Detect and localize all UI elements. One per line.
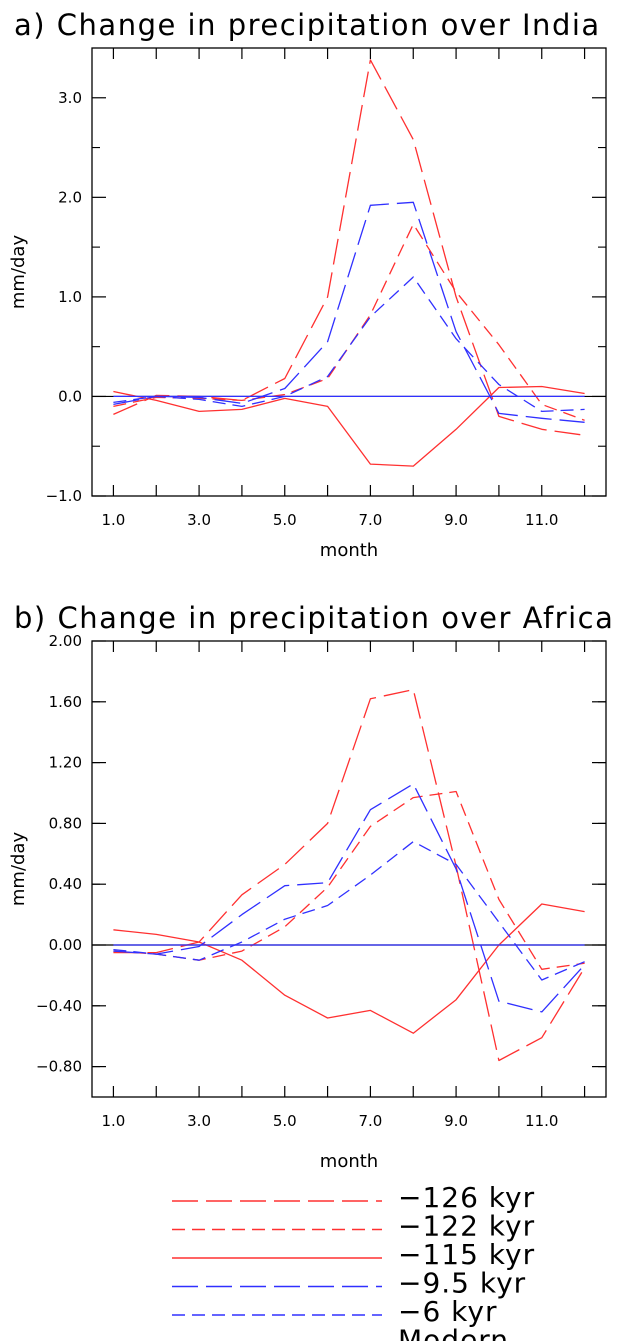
y-axis-label: mm/day [8, 235, 29, 310]
plot-frame [91, 47, 607, 497]
chart-panel-1: b) Change in precipitation over Africa 1.… [8, 601, 614, 1172]
legend-label: Modern [398, 1324, 509, 1341]
x-tick-label: 9.0 [444, 511, 468, 529]
legend-label: −9.5 kyr [398, 1267, 526, 1300]
legend-label: −126 kyr [398, 1181, 535, 1214]
series-line [113, 688, 586, 1062]
chart-panel-0: a) Change in precipitation over India 1.0… [8, 8, 607, 561]
x-tick-label: 1.0 [101, 1112, 125, 1130]
y-tick-label: 1.0 [58, 288, 82, 306]
y-axis-label: mm/day [8, 832, 29, 907]
x-tick-label: 7.0 [358, 511, 382, 529]
x-axis-label: month [320, 540, 378, 561]
y-tick-label: 1.60 [49, 693, 82, 711]
x-tick-label: 3.0 [187, 1112, 211, 1130]
x-tick-label: 9.0 [444, 1112, 468, 1130]
series-line [113, 840, 585, 981]
plot-frame [91, 640, 607, 1098]
x-tick-label: 1.0 [101, 511, 125, 529]
x-tick-label: 11.0 [525, 511, 558, 529]
series-line [113, 223, 585, 421]
y-tick-label: 0.40 [49, 875, 82, 893]
y-tick-label: 0.0 [58, 387, 82, 405]
series-line [113, 385, 585, 467]
series-line [113, 59, 585, 436]
legend-label: −6 kyr [398, 1295, 497, 1328]
x-axis-label: month [320, 1151, 378, 1172]
y-tick-label: 3.0 [58, 89, 82, 107]
legend-label: −115 kyr [398, 1238, 535, 1271]
chart-title: a) Change in precipitation over India [14, 8, 601, 42]
series-line [113, 790, 585, 970]
y-tick-label: 0.00 [49, 936, 82, 954]
x-tick-label: 5.0 [273, 511, 297, 529]
x-tick-label: 7.0 [358, 1112, 382, 1130]
y-tick-label: −0.40 [36, 997, 82, 1015]
y-tick-label: 2.0 [58, 188, 82, 206]
x-tick-label: 11.0 [525, 1112, 558, 1130]
series-line [113, 903, 585, 1034]
y-tick-label: 0.80 [49, 814, 82, 832]
series-line [113, 276, 585, 413]
y-tick-label: −1.0 [46, 487, 82, 505]
x-tick-label: 3.0 [187, 511, 211, 529]
y-tick-label: −0.80 [36, 1058, 82, 1076]
legend: −126 kyr−122 kyr−115 kyr−9.5 kyr−6 kyrMo… [172, 1181, 535, 1341]
legend-label: −122 kyr [398, 1210, 535, 1243]
y-tick-label: 2.00 [49, 632, 82, 650]
y-tick-label: 1.20 [49, 754, 82, 772]
series-line [113, 201, 585, 423]
x-tick-label: 5.0 [273, 1112, 297, 1130]
series-line [113, 783, 586, 1013]
chart-title: b) Change in precipitation over Africa [14, 601, 614, 635]
